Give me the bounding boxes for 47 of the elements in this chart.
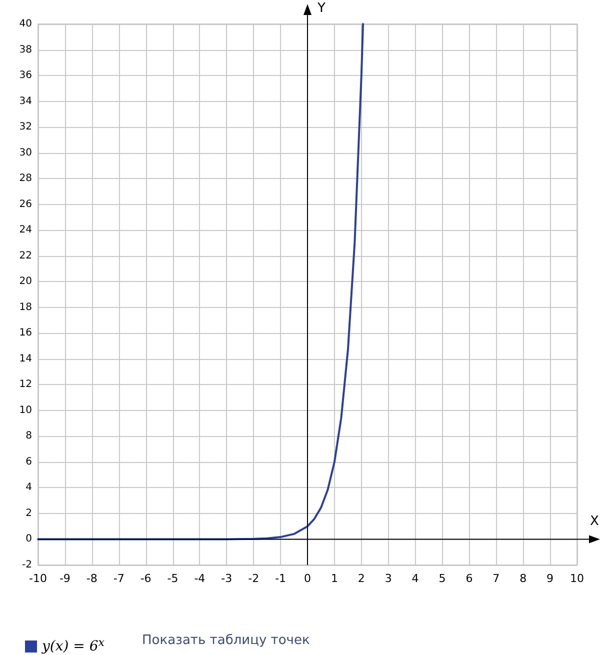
y-tick-label: 6 (26, 456, 32, 468)
y-axis-title: Y (316, 1, 326, 16)
x-tick-label: 0 (304, 572, 311, 585)
line-series (37, 23, 364, 540)
x-tick-label: -8 (86, 572, 98, 585)
x-tick-label: 4 (412, 572, 419, 585)
y-tick-label: 38 (19, 44, 32, 56)
y-tick-label: 14 (19, 353, 32, 364)
y-tick-label: 10 (19, 404, 32, 416)
x-tick-label: 9 (546, 572, 554, 585)
y-tick-label: 8 (26, 430, 32, 442)
y-tick-label: 40 (19, 18, 32, 30)
y-tick-label: 12 (19, 379, 32, 390)
x-tick-label: -9 (59, 572, 70, 585)
x-tick-label: -4 (194, 572, 206, 585)
y-tick-label: 20 (19, 276, 32, 288)
y-tick-label: 18 (19, 302, 32, 313)
y-tick-label: 2 (26, 508, 32, 519)
x-tick-label: -1 (275, 572, 286, 585)
y-tick-label: 36 (19, 70, 32, 82)
x-tick-label: -5 (167, 572, 178, 585)
x-tick-label: -10 (29, 572, 47, 585)
x-tick-label: 10 (570, 572, 584, 585)
x-tick-label: 8 (520, 572, 527, 585)
x-tick-label: 7 (492, 572, 500, 585)
x-axis-title: X (590, 514, 599, 530)
text: Показать таблицу точек (142, 633, 310, 648)
y-tick-label: 4 (26, 482, 32, 494)
x-tick-label: -2 (248, 572, 260, 585)
x-tick-label: 5 (438, 572, 446, 585)
x-tick-label: -6 (140, 572, 152, 585)
y-tick-label: 34 (19, 96, 32, 107)
y-tick-label: 26 (19, 198, 32, 210)
x-tick-label: 2 (358, 572, 365, 585)
y-tick-label: -2 (22, 560, 32, 570)
y-tick-label: 16 (19, 328, 32, 339)
y-tick-label: 32 (19, 122, 32, 133)
x-tick-label: -3 (221, 572, 232, 585)
x-tick-label: 6 (466, 572, 473, 585)
x-tick-label: -7 (113, 572, 124, 585)
y-tick-label: 28 (19, 173, 32, 184)
x-tick-label: 1 (330, 572, 338, 585)
x-tick-label: 3 (384, 572, 392, 585)
y-tick-label: 22 (19, 250, 32, 262)
y-tick-label: 24 (19, 224, 32, 236)
y-tick-label: 0 (26, 534, 32, 545)
y-tick-label: 30 (19, 147, 32, 158)
